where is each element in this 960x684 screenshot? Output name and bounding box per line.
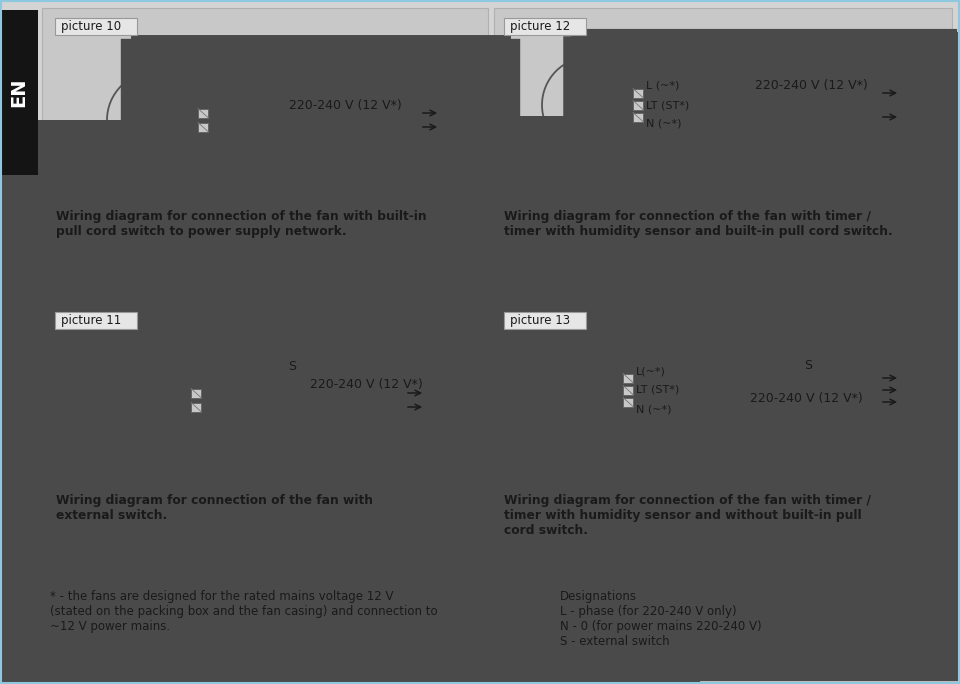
Bar xyxy=(42,582,952,676)
Bar xyxy=(198,122,208,131)
Ellipse shape xyxy=(532,342,628,438)
Text: Designations
L - phase (for 220-240 V only)
N - 0 (for power mains 220-240 V)
S : Designations L - phase (for 220-240 V on… xyxy=(560,590,761,648)
Circle shape xyxy=(564,374,596,406)
Bar xyxy=(623,397,633,406)
Text: Wiring diagram for connection of the fan with
external switch.: Wiring diagram for connection of the fan… xyxy=(56,494,373,522)
Text: LT (ST*): LT (ST*) xyxy=(636,385,680,395)
Text: Wiring diagram for connection of the fan with built-in
pull cord switch to power: Wiring diagram for connection of the fan… xyxy=(56,210,426,238)
Bar xyxy=(55,312,137,329)
Bar xyxy=(55,18,137,35)
Bar xyxy=(633,88,643,98)
Text: picture 13: picture 13 xyxy=(510,314,570,327)
Circle shape xyxy=(132,384,164,416)
Text: L(~*): L(~*) xyxy=(636,366,666,376)
Text: 220-240 V (12 V*): 220-240 V (12 V*) xyxy=(755,79,868,92)
Text: L (~*): L (~*) xyxy=(646,81,680,91)
Circle shape xyxy=(574,89,606,121)
Bar xyxy=(623,386,633,395)
Text: Wiring diagram for connection of the fan with timer /
timer with humidity sensor: Wiring diagram for connection of the fan… xyxy=(504,210,893,238)
Text: S: S xyxy=(288,360,296,373)
Text: N (~*): N (~*) xyxy=(646,119,682,129)
Bar xyxy=(198,109,208,118)
Bar xyxy=(623,373,633,382)
Bar xyxy=(633,101,643,109)
Text: S: S xyxy=(804,359,812,372)
Text: * - the fans are designed for the rated mains voltage 12 V
(stated on the packin: * - the fans are designed for the rated … xyxy=(50,590,438,633)
Bar xyxy=(633,112,643,122)
Text: picture 12: picture 12 xyxy=(510,20,570,33)
Text: LT (ST*): LT (ST*) xyxy=(646,100,689,110)
Circle shape xyxy=(139,104,171,136)
Text: picture 10: picture 10 xyxy=(61,20,121,33)
Bar xyxy=(42,302,488,578)
Bar xyxy=(0,10,38,175)
Text: EN: EN xyxy=(10,78,29,107)
Ellipse shape xyxy=(542,57,638,153)
Text: Wiring diagram for connection of the fan with timer /
timer with humidity sensor: Wiring diagram for connection of the fan… xyxy=(504,494,871,537)
Text: 220-240 V (12 V*): 220-240 V (12 V*) xyxy=(750,392,863,405)
Ellipse shape xyxy=(107,72,203,168)
Bar xyxy=(191,389,201,397)
Text: 220-240 V (12 V*): 220-240 V (12 V*) xyxy=(310,378,422,391)
Text: N (~*): N (~*) xyxy=(636,404,671,414)
Text: 220-240 V (12 V*): 220-240 V (12 V*) xyxy=(289,99,401,112)
Ellipse shape xyxy=(100,352,196,448)
Bar xyxy=(504,312,586,329)
Bar xyxy=(42,8,488,296)
Text: picture 11: picture 11 xyxy=(61,314,121,327)
Bar xyxy=(494,8,952,296)
Bar xyxy=(191,402,201,412)
Bar xyxy=(504,18,586,35)
Bar xyxy=(494,302,952,578)
